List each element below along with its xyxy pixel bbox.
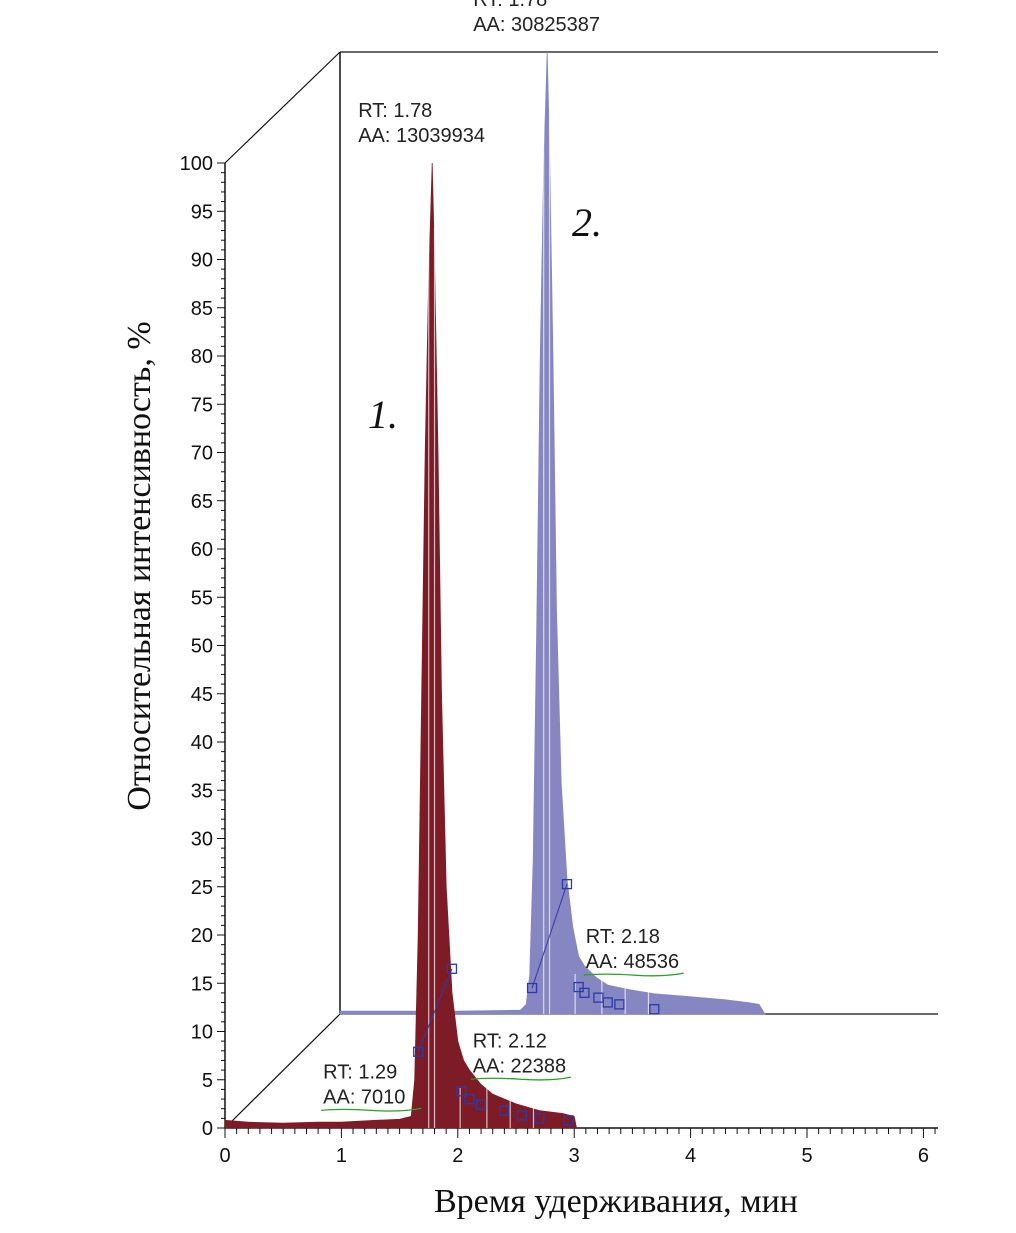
x-tick-label: 1 [336,1145,347,1167]
peak-marker [499,1105,510,1116]
y-tick-label: 100 [180,153,213,175]
y-tick-label: 0 [202,1118,213,1140]
annotation-aa: AA: 13039934 [358,125,485,147]
peak-marker [456,1086,467,1097]
peak-marker [649,1004,660,1015]
y-tick-label: 80 [191,346,213,368]
y-tick-label: 85 [191,298,213,320]
peak-marker [516,1110,527,1121]
y-tick-label: 90 [191,250,213,272]
annotation-underline [470,1076,571,1081]
x-axis-title: Время удерживания, мин [434,1183,798,1220]
peak-marker [446,963,458,974]
y-tick-label: 55 [191,587,213,609]
peak-marker [464,1093,475,1105]
x-tick-label: 2 [452,1145,463,1167]
annotation-underline [583,972,684,977]
x-tick-label: 6 [918,1145,929,1167]
annotation-rt: RT: 2.18 [586,926,660,948]
y-tick-label: 50 [191,636,213,658]
peak-marker [534,1113,545,1124]
x-tick-label: 0 [219,1145,230,1167]
series-2-peak [339,51,766,1015]
annotation-aa: AA: 7010 [323,1086,405,1108]
depth-edge-top [224,51,341,164]
annotation-rt: RT: 2.12 [473,1030,547,1052]
series-1-peak [224,162,577,1129]
y-tick-label: 75 [191,394,213,416]
series-1-label: 1. [368,392,398,437]
annotation-aa: AA: 30825387 [473,14,600,36]
y-tick-label: 95 [191,201,213,223]
peak-marker [614,999,625,1010]
annotation-aa: AA: 48536 [586,951,679,973]
peak-marker [563,1115,574,1126]
y-tick-label: 65 [191,491,213,513]
peak-marker [573,981,584,993]
y-tick-label: 60 [191,539,213,561]
y-axis-title: Относительная интенсивность, % [121,321,158,810]
depth-edge-bottom [224,1013,341,1129]
peak-marker [475,1099,487,1110]
peak-marker [526,982,538,994]
series-2-label: 2. [572,200,602,245]
annotation-rt: RT: 1.78 [358,100,432,122]
annotation-rt: RT: 1.78 [473,0,547,11]
baseline-connector [531,883,568,989]
y-tick-label: 25 [191,877,213,899]
y-tick-label: 30 [191,829,213,851]
y-tick-label: 70 [191,443,213,465]
y-tick-label: 15 [191,973,213,995]
annotation-aa: AA: 22388 [473,1055,566,1077]
x-tick-label: 5 [801,1145,812,1167]
x-tick-label: 4 [685,1145,696,1167]
peak-marker [413,1046,424,1057]
y-tick-label: 40 [191,732,213,754]
y-tick-label: 45 [191,684,213,706]
y-tick-label: 10 [191,1022,213,1044]
peak-marker [579,987,590,998]
annotation-rt: RT: 1.29 [323,1061,397,1083]
peak-marker [602,997,613,1008]
x-tick-label: 3 [569,1145,580,1167]
y-tick-label: 5 [202,1070,213,1092]
peak-marker [561,878,573,890]
y-tick-label: 20 [191,925,213,947]
baseline-connector [417,968,453,1052]
y-tick-label: 35 [191,780,213,802]
annotation-underline [321,1107,422,1112]
